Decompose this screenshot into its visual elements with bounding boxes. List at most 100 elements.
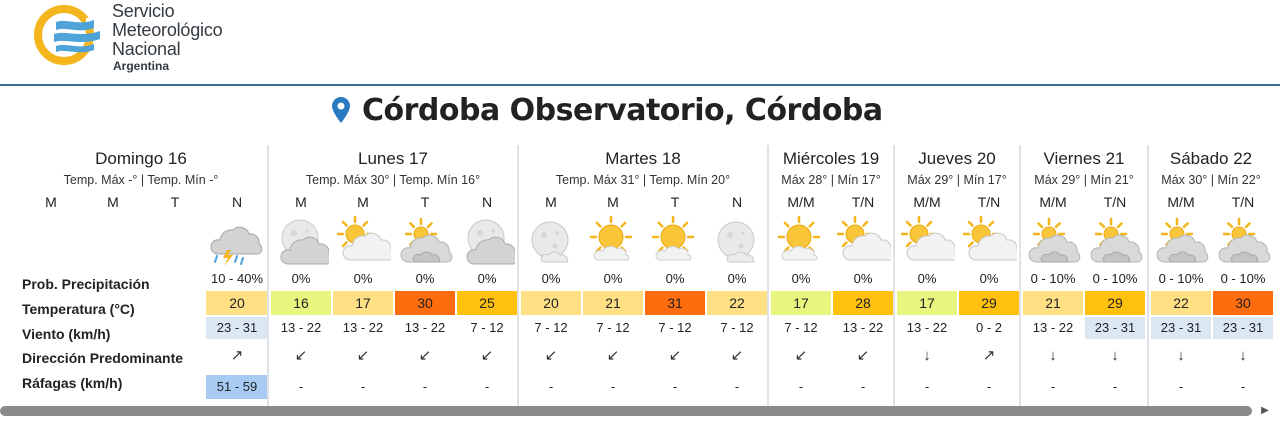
sunny-icon [583, 216, 643, 265]
day-temp-summary: Temp. Máx 31° | Temp. Mín 20° [555, 173, 731, 187]
period-label: T [170, 194, 180, 210]
label-direction: Dirección Predominante [22, 350, 184, 366]
gust-cell: - [798, 379, 804, 394]
partly-sunny-icon [897, 216, 957, 265]
wind-direction-icon: ↗ [230, 347, 244, 364]
day-column: Domingo 16 Temp. Máx -° | Temp. Mín -° M M T… [17, 145, 268, 407]
wind-direction-icon: ↓ [1239, 347, 1247, 364]
cloudy-icon [1023, 217, 1083, 265]
precip-probability: 0% [291, 271, 311, 286]
day-name: Jueves 20 [918, 149, 996, 168]
wind-direction-icon: ↙ [294, 347, 308, 364]
day-column: Martes 18 Temp. Máx 31° | Temp. Mín 20° M … [517, 145, 767, 407]
temperature-cell: 22 [707, 291, 767, 315]
wind-speed-cell: 23 - 31 [1085, 317, 1145, 339]
wind-direction-icon: ↙ [668, 347, 682, 364]
row-labels: Prob. Precipitación Temperatura (°C) Vie… [17, 145, 201, 407]
partly-sunny-icon [959, 216, 1019, 265]
day-name: Domingo 16 [95, 149, 187, 168]
temperature-cell: 20 [521, 291, 581, 315]
precip-probability: 0 - 10% [1030, 271, 1076, 286]
day-temp-summary: Temp. Máx 30° | Temp. Mín 16° [305, 173, 481, 187]
temperature-cell: 21 [1023, 291, 1083, 315]
day-column: Sábado 22 Máx 30° | Mín 22° M/M 0 - 10% 22 23… [1147, 145, 1273, 407]
scroll-right-icon[interactable]: ▶ [1261, 405, 1269, 416]
wind-direction-icon: ↓ [1049, 347, 1057, 364]
period-label: T/N [851, 194, 875, 210]
location-name: Córdoba Observatorio, Córdoba [362, 92, 883, 128]
wind-direction-icon: ↙ [856, 347, 870, 364]
period-label: N [231, 194, 243, 210]
wind-direction-icon: ↙ [794, 347, 808, 364]
temperature-cell: 29 [959, 291, 1019, 315]
wind-direction-icon: ↓ [923, 347, 931, 364]
gust-cell: - [1178, 379, 1184, 394]
brand-line-1: Servicio [112, 1, 175, 21]
horizontal-scrollbar[interactable] [0, 406, 1252, 416]
gust-cell: - [422, 379, 428, 394]
brand-line-3: Nacional [112, 39, 181, 59]
temperature-cell: 25 [457, 291, 517, 315]
brand-country: Argentina [113, 59, 170, 73]
smn-logo-icon[interactable] [34, 4, 106, 66]
period-label: T/N [977, 194, 1001, 210]
gust-cell: - [610, 379, 616, 394]
day-column: Miércoles 19 Máx 28° | Mín 17° M/M 0% 17 7 - … [767, 145, 893, 407]
site-header: Servicio Meteorológico Nacional Argentin… [0, 0, 1280, 86]
wind-speed-cell: 13 - 22 [842, 320, 884, 335]
cloudy-icon [1213, 217, 1273, 265]
wind-speed-cell: 7 - 12 [534, 320, 568, 335]
wind-direction-icon: ↙ [356, 347, 370, 364]
period-label: M/M [913, 194, 941, 210]
day-temp-summary: Máx 29° | Mín 21° [1034, 173, 1134, 187]
period-label: M/M [1039, 194, 1067, 210]
clear-night-icon [521, 217, 581, 265]
wind-direction-icon: ↙ [606, 347, 620, 364]
day-temp-summary: Máx 30° | Mín 22° [1161, 173, 1261, 187]
cloudy-icon [1151, 217, 1211, 265]
day-column: Jueves 20 Máx 29° | Mín 17° M/M 0% 17 13 - 22… [893, 145, 1019, 407]
temperature-cell: 17 [333, 291, 393, 315]
period-label: N [731, 194, 743, 210]
period-label: T [670, 194, 680, 210]
cloudy-night-icon [271, 217, 331, 265]
period-label: M/M [1167, 194, 1195, 210]
gust-cell: - [860, 379, 866, 394]
temperature-cell: 20 [206, 291, 268, 315]
wind-speed-cell: 23 - 31 [206, 317, 268, 339]
precip-probability: 0% [917, 271, 937, 286]
gust-cell: 51 - 59 [206, 375, 268, 399]
temperature-cell: 29 [1085, 291, 1145, 315]
day-name: Viernes 21 [1043, 149, 1125, 168]
wind-direction-icon: ↗ [982, 347, 996, 364]
location-title: Córdoba Observatorio, Córdoba [332, 90, 883, 130]
wind-direction-icon: ↓ [1111, 347, 1119, 364]
period-label: M [295, 194, 307, 210]
day-temp-summary: Temp. Máx -° | Temp. Mín -° [63, 173, 219, 187]
label-gusts: Ráfagas (km/h) [22, 375, 123, 391]
wind-speed-cell: 13 - 22 [342, 320, 384, 335]
precip-probability: 0 - 10% [1158, 271, 1204, 286]
brand-line-2: Meteorológico [112, 20, 223, 40]
precip-probability: 0% [353, 271, 373, 286]
temperature-cell: 17 [771, 291, 831, 315]
period-label: M/M [787, 194, 815, 210]
precip-probability: 0% [477, 271, 497, 286]
wind-speed-cell: 7 - 12 [720, 320, 754, 335]
precip-probability: 0% [665, 271, 685, 286]
period-label: T [420, 194, 430, 210]
period-label: M [607, 194, 619, 210]
wind-speed-cell: 7 - 12 [596, 320, 630, 335]
wind-direction-icon: ↓ [1177, 347, 1185, 364]
precip-probability: 0 - 10% [1220, 271, 1266, 286]
wind-direction-icon: ↙ [418, 347, 432, 364]
label-wind: Viento (km/h) [22, 326, 111, 342]
label-precipitation: Prob. Precipitación [22, 276, 150, 292]
cloudy-night-icon [457, 217, 517, 265]
wind-speed-cell: 23 - 31 [1213, 317, 1273, 339]
label-temperature: Temperatura (°C) [22, 301, 135, 317]
period-label: M [545, 194, 557, 210]
gust-cell: - [360, 379, 366, 394]
day-column: Lunes 17 Temp. Máx 30° | Temp. Mín 16° M 0… [267, 145, 517, 407]
gust-cell: - [1240, 379, 1246, 394]
